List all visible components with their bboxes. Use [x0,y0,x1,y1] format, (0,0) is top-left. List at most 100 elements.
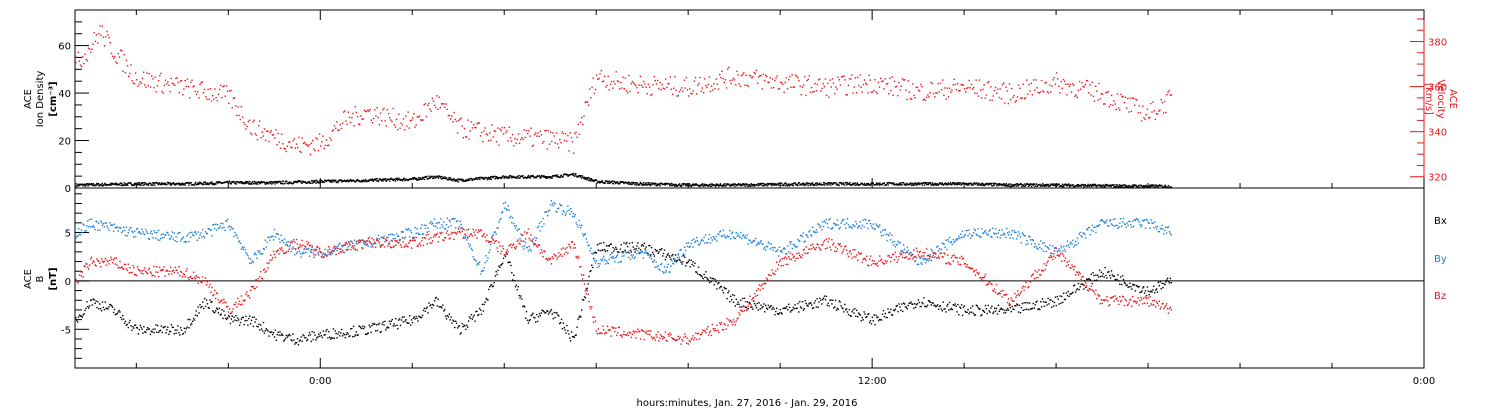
velocity-point [163,84,166,87]
density-point [694,184,697,186]
bx-point [1016,303,1018,305]
bx-point [227,315,230,317]
bx-point [1089,279,1092,281]
velocity-point [906,98,908,101]
by-point [481,270,484,272]
density-point [724,183,726,185]
by-point [557,208,559,210]
by-point [409,236,411,238]
velocity-point [750,75,752,77]
bx-point [647,252,649,255]
density-point [101,182,103,185]
bx-point [486,298,488,301]
bx-point [1001,308,1003,310]
bx-point [1045,301,1047,304]
bx-point [237,317,239,319]
bx-point [343,333,346,336]
density-point [331,181,334,183]
velocity-point [801,86,804,88]
bx-point [288,333,290,336]
bx-point [95,300,97,302]
bx-point [1050,299,1052,301]
bx-point [563,327,565,329]
by-point [345,249,347,251]
bx-point [1012,308,1014,310]
bx-point [737,301,739,303]
velocity-point [198,97,200,99]
velocity-point [850,78,852,80]
bx-point [892,309,895,311]
density-point [999,183,1001,185]
by-point [623,255,625,257]
velocity-point [660,89,662,91]
by-point [167,232,169,234]
by-point [697,243,700,246]
density-point [321,180,323,182]
velocity-point [669,76,671,78]
density-point [544,176,547,178]
by-point [549,204,552,206]
density-point [1033,183,1036,185]
by-point [514,227,517,229]
velocity-point [807,78,809,80]
velocity-point [925,96,928,98]
velocity-point [359,123,361,126]
by-point [634,256,636,258]
density-point [464,180,467,182]
by-point [115,227,117,229]
density-point [886,182,889,184]
bx-point [169,330,172,333]
by-point [509,217,511,219]
density-point [1077,184,1080,186]
bx-point [97,301,99,303]
velocity-point [771,78,774,80]
bx-point [160,325,163,327]
bx-point [891,313,893,316]
bx-point [889,311,891,313]
bx-point [957,303,959,306]
velocity-point [1020,97,1022,100]
by-point [367,245,369,247]
density-point [217,182,219,184]
bx-point [191,322,193,325]
density-point [164,182,166,184]
density-point [1011,184,1014,186]
bx-point [797,302,799,305]
bx-point [269,331,271,333]
density-point [784,185,787,187]
bx-point [116,313,118,315]
density-point [230,183,232,185]
velocity-point [315,137,317,139]
bx-point [574,334,576,336]
bx-point [917,299,920,301]
velocity-point [785,77,788,79]
density-point [987,184,990,186]
bx-point [526,319,529,321]
density-point [313,181,315,183]
bx-point [450,316,452,318]
density-point [247,181,249,183]
bx-point [592,266,594,269]
velocity-point [540,134,543,136]
velocity-point [685,76,688,79]
velocity-point [778,88,781,90]
density-point [953,183,955,185]
bx-point [979,308,981,310]
bx-point [811,307,814,310]
bx-point [576,326,578,328]
by-point [468,246,471,248]
density-point [967,184,969,186]
velocity-point [466,136,468,138]
velocity-point [344,110,346,112]
by-point [131,230,133,232]
bx-point [361,327,363,330]
by-point [359,241,361,244]
bx-point [1083,288,1085,290]
bx-point [626,241,628,244]
by-point [629,258,632,261]
velocity-point [583,115,585,117]
density-point [341,181,343,183]
velocity-point [293,138,295,140]
bx-point [444,308,446,311]
bx-point [992,312,994,314]
